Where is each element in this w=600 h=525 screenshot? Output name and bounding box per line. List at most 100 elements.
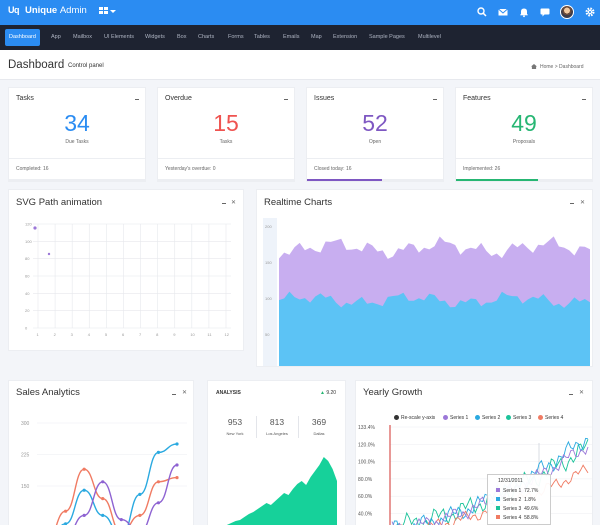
close-icon[interactable]: ✕: [580, 200, 586, 206]
avatar[interactable]: [560, 5, 574, 19]
tooltip-value: 49.6%: [524, 506, 539, 512]
collapse-icon[interactable]: [582, 99, 586, 100]
chat-icon[interactable]: [539, 6, 551, 18]
legend-label: Series 2: [482, 415, 501, 421]
legend-rescale[interactable]: Re-scale y-axis: [394, 415, 435, 421]
collapse-icon[interactable]: [172, 394, 176, 395]
stat-footer-text: Closed today: 16: [314, 166, 352, 172]
data-point: [82, 513, 86, 517]
data-point: [82, 488, 86, 492]
brand-name-light: Admin: [59, 5, 87, 16]
breadcrumb-home[interactable]: Home: [540, 64, 554, 70]
nav-multilevel[interactable]: Multilevel: [418, 34, 441, 40]
tooltip-swatch: [496, 497, 500, 501]
stat-footer-text: Completed: 16: [16, 166, 49, 172]
page-header: Dashboard Control panel Home > Dashboard: [0, 50, 600, 80]
collapse-icon[interactable]: [569, 394, 573, 395]
brand-name: Unique: [25, 5, 58, 16]
legend-series-3[interactable]: Series 3: [506, 415, 531, 421]
nav-extension[interactable]: Extension: [333, 34, 358, 40]
data-point: [175, 463, 179, 467]
data-point: [119, 518, 123, 522]
realtime-chart: 200 150 100 50: [263, 218, 590, 366]
collapse-icon[interactable]: [135, 99, 139, 100]
card-title: Features: [463, 95, 491, 102]
close-icon[interactable]: ✕: [579, 390, 585, 396]
legend-series-1[interactable]: Series 1: [443, 415, 468, 421]
tooltip-row: Series 1 72.7%: [496, 488, 538, 494]
divider: [298, 416, 299, 438]
legend-series-2[interactable]: Series 2: [475, 415, 500, 421]
tooltip-value: 72.7%: [524, 488, 539, 494]
close-icon[interactable]: ✕: [182, 390, 188, 396]
brand-logo[interactable]: Uq Unique Admin: [8, 5, 87, 16]
nav-widgets[interactable]: Widgets: [145, 34, 165, 40]
stat-footer: Completed: 16: [9, 158, 145, 183]
nav-app[interactable]: App: [51, 34, 61, 40]
nav-ui-elements[interactable]: UI Elements: [104, 34, 134, 40]
card-title: Realtime Charts: [264, 197, 333, 208]
mail-icon[interactable]: [497, 6, 509, 18]
nav-forms[interactable]: Forms: [228, 34, 244, 40]
stat-card-overdue: Overdue 15 Tasks Yesterday's overdue: 0: [157, 87, 295, 182]
stat-value: 49: [511, 110, 537, 136]
legend-label: Series 4: [545, 415, 564, 421]
stat-caption: Proposals: [512, 139, 536, 145]
apps-grid-icon[interactable]: [99, 7, 116, 17]
nav-map[interactable]: Map: [311, 34, 322, 40]
card-title: Sales Analytics: [16, 387, 80, 398]
data-point: [175, 442, 179, 446]
collapse-icon[interactable]: [570, 203, 574, 204]
gear-icon[interactable]: [584, 6, 596, 18]
tooltip-date: 12/31/2011: [498, 478, 523, 484]
bell-icon[interactable]: [518, 6, 530, 18]
stat-value: 15: [213, 110, 239, 136]
collapse-icon[interactable]: [433, 99, 437, 100]
legend-label: Series 3: [513, 415, 532, 421]
nav-sample-pages[interactable]: Sample Pages: [369, 34, 405, 40]
y-tick-label: 133.4%: [358, 425, 376, 431]
x-tick-label: 1: [37, 332, 40, 337]
search-icon[interactable]: [476, 6, 488, 18]
progress-track: [9, 179, 145, 181]
close-icon[interactable]: ✕: [231, 200, 237, 206]
legend-label: Re-scale y-axis: [401, 415, 436, 421]
data-point: [156, 480, 161, 484]
realtime-card: Realtime Charts ✕ 200 150 100 50: [256, 189, 593, 367]
y-tick-label: 200: [265, 224, 272, 229]
legend-dot: [443, 415, 448, 420]
stat-caption: Due Tasks: [65, 139, 89, 145]
x-tick-label: 9: [173, 332, 176, 337]
nav-emails[interactable]: Emails: [283, 34, 300, 40]
analysis-area: [226, 457, 337, 525]
analysis-area-chart: [226, 457, 337, 525]
tooltip-value: 1.8%: [524, 497, 536, 503]
breadcrumb-separator: >: [554, 64, 558, 70]
nav-dashboard[interactable]: Dashboard: [5, 29, 40, 46]
nav-charts[interactable]: Charts: [198, 34, 215, 40]
tooltip-swatch: [496, 506, 500, 510]
analysis-card: ANALYSIS ▲ 9.20 953 New York 813 Los Ang…: [207, 380, 346, 525]
data-point: [138, 513, 142, 517]
stat-card-tasks: Tasks 34 Due Tasks Completed: 16: [8, 87, 146, 182]
stat-value: 52: [362, 110, 388, 136]
y-tick-label: 80.0%: [358, 477, 373, 483]
collapse-icon[interactable]: [284, 99, 288, 100]
path-point: [47, 252, 51, 256]
city-value: 369: [311, 417, 327, 427]
progress-bar: [307, 179, 382, 181]
y-tick-label: 40: [25, 291, 30, 296]
legend-dot: [538, 415, 543, 420]
legend-series-4[interactable]: Series 4: [538, 415, 563, 421]
nav-box[interactable]: Box: [177, 34, 187, 40]
nav-mailbox[interactable]: Mailbox: [73, 34, 92, 40]
nav-tables[interactable]: Tables: [254, 34, 270, 40]
y-tick-label: 50: [265, 332, 270, 337]
collapse-icon[interactable]: [222, 203, 226, 204]
sales-chart: 300 225 150: [21, 421, 187, 525]
y-tick-label: 20: [25, 308, 30, 313]
data-point: [175, 476, 179, 480]
main-nav: Dashboard App Mailbox UI Elements Widget…: [0, 25, 600, 50]
y-tick-label: 100: [25, 239, 32, 244]
